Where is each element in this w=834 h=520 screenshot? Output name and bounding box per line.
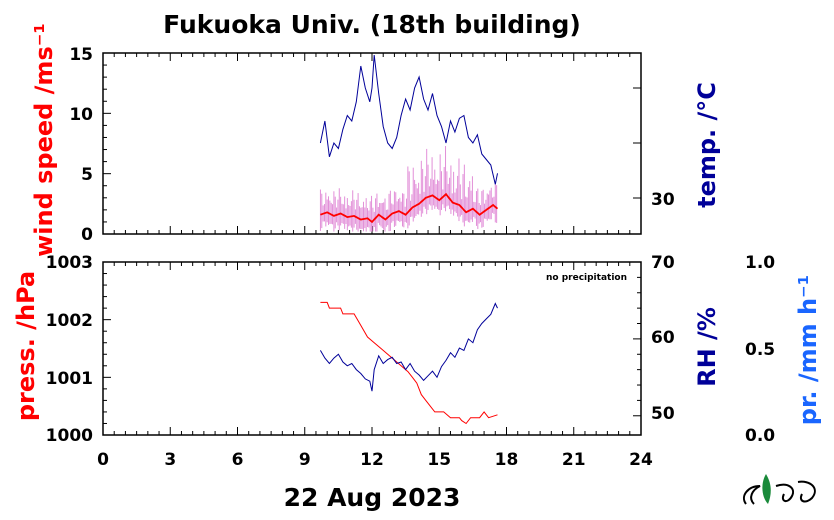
x-tick-labels: 0 3 6 9 12 15 18 21 24 [97,450,653,470]
bottom-panel-frame [102,261,642,436]
pressure-tick-label: 1001 [46,369,93,389]
wind-tick-label: 5 [81,165,93,185]
temp-tick-label: 30 [651,190,675,210]
x-tick-label: 24 [629,450,653,470]
date-label: 22 Aug 2023 [284,483,461,512]
pressure-axis-label: press. /hPa [12,271,40,421]
pressure-series [320,301,498,425]
temperature-series [319,54,498,185]
pressure-tick-label: 1002 [46,311,93,331]
chart-title: Fukuoka Univ. (18th building) [163,10,581,39]
precip-tick-label: 0.5 [745,340,775,360]
precip-tick-label: 1.0 [745,253,775,273]
precip-tick-label: 0.0 [745,426,775,446]
x-tick-label: 9 [299,450,311,470]
rh-tick-label: 50 [651,404,675,424]
nies-logo [742,474,816,505]
temp-axis-label: temp. /°C [693,82,721,208]
x-tick-label: 0 [97,450,109,470]
rh-tick-label: 70 [651,253,675,273]
wind-tick-label: 0 [81,225,93,245]
pressure-tick-label: 1000 [46,426,93,446]
wind-tick-label: 10 [69,105,93,125]
x-tick-label: 21 [562,450,586,470]
x-tick-label: 18 [495,450,519,470]
rh-axis-label: RH /% [693,307,721,387]
wind-tick-label: 15 [69,45,93,65]
x-tick-label: 15 [427,450,451,470]
pressure-tick-label: 1003 [46,253,93,273]
x-minor-ticks [102,52,642,436]
x-tick-label: 3 [164,450,176,470]
wind-speed-axis-label: wind speed /ms⁻¹ [30,23,58,257]
precipitation-note: no precipitation [546,273,627,283]
rh-series [319,302,498,392]
precip-axis-label: pr. /mm h⁻¹ [794,275,822,425]
x-tick-label: 12 [360,450,384,470]
wind-speed-axis: 0 5 10 15 [69,45,93,245]
x-tick-label: 6 [232,450,244,470]
rh-tick-label: 60 [651,328,675,348]
wind-speed-series [320,192,499,224]
wind-gust-spikes [319,146,498,232]
